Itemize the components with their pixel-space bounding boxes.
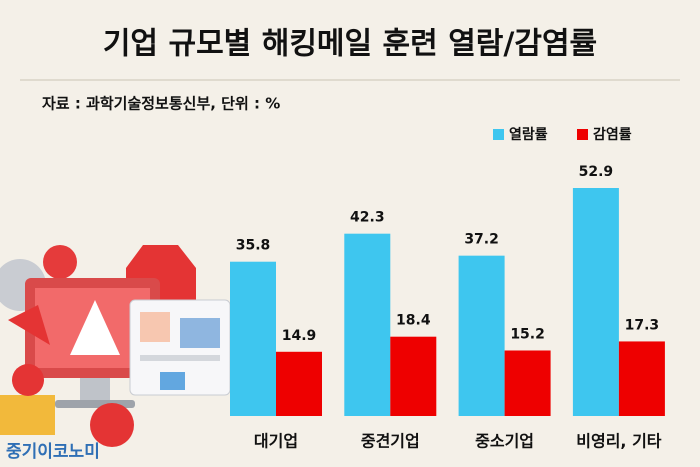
bar	[276, 351, 322, 416]
bar	[618, 341, 665, 416]
value-label: 37.2	[464, 232, 499, 248]
value-label: 14.9	[282, 328, 317, 344]
x-tick-label: 비영리, 기타	[576, 432, 662, 451]
chart-title: 기업 규모별 해킹메일 훈련 열람/감염률	[103, 27, 597, 62]
value-label: 42.3	[350, 210, 385, 226]
x-tick-label: 대기업	[254, 432, 298, 451]
bar	[344, 233, 391, 416]
legend-label: 열람률	[509, 126, 548, 143]
bar	[230, 261, 276, 416]
legend-label: 감염률	[593, 126, 632, 143]
bar	[572, 188, 619, 416]
legend-swatch	[493, 129, 504, 140]
value-label: 18.4	[396, 313, 431, 329]
value-label: 35.8	[236, 238, 271, 254]
x-tick-label: 중견기업	[361, 432, 420, 451]
watermark: 중기이코노미	[6, 442, 100, 462]
bar	[390, 336, 437, 416]
x-tick-label: 중소기업	[475, 432, 534, 451]
bar	[458, 255, 505, 416]
value-label: 15.2	[510, 326, 545, 342]
value-label: 17.3	[625, 317, 660, 333]
subtitle: 자료 : 과학기술정보통신부, 단위 : %	[42, 95, 280, 113]
legend-swatch	[577, 129, 588, 140]
value-label: 52.9	[579, 164, 614, 180]
bar	[504, 350, 551, 416]
illustration	[0, 245, 231, 447]
